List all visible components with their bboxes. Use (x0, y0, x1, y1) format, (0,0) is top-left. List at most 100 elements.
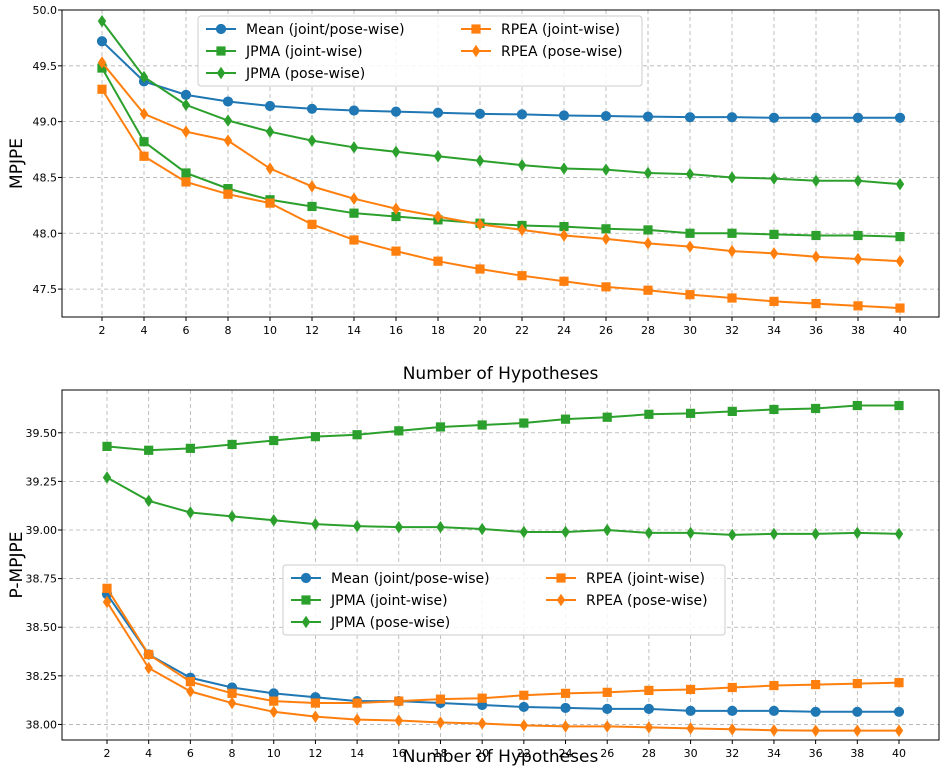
series-jpma-joint-wise (97, 63, 905, 242)
data-point (474, 108, 486, 119)
x-tick-label: 4 (145, 747, 152, 760)
data-point (894, 724, 904, 737)
data-point (644, 721, 654, 734)
data-point (307, 219, 317, 229)
x-tick-label: 38 (850, 747, 864, 760)
data-point (560, 414, 571, 424)
x-tick-label: 22 (515, 324, 529, 337)
data-point (519, 418, 529, 428)
data-point (475, 218, 485, 231)
data-point (307, 180, 317, 193)
data-point (811, 250, 821, 263)
legend-item-mean-joint-pose-wise: Mean (joint/pose-wise) (206, 22, 405, 38)
y-axis-label: P-MPJPE (7, 532, 27, 599)
data-point (352, 519, 362, 533)
data-point (811, 174, 821, 188)
legend-item-mean-joint-pose-wise: Mean (joint/pose-wise) (291, 571, 490, 587)
data-point (349, 141, 359, 154)
data-point (475, 154, 485, 167)
data-point (227, 439, 237, 450)
data-point (139, 70, 149, 84)
data-point (97, 56, 107, 69)
data-point (726, 112, 738, 123)
data-point (643, 703, 654, 714)
series-rpea-pose-wise (97, 56, 905, 268)
legend-box (282, 564, 726, 636)
data-point (769, 724, 779, 737)
plot-frame (61, 389, 940, 741)
y-tick-label: 38.25 (26, 670, 58, 683)
data-point (895, 232, 905, 242)
legend-label: RPEA (pose-wise) (586, 593, 708, 609)
legend-marker (301, 595, 311, 605)
y-tick-label: 38.75 (26, 573, 58, 586)
legend-box (197, 15, 643, 87)
data-point (394, 520, 403, 534)
legend-marker (556, 573, 566, 583)
data-point (265, 125, 275, 138)
series-rpea-pose-wise (102, 595, 904, 737)
y-tick-label: 47.5 (33, 283, 58, 296)
x-tick-label: 32 (725, 747, 739, 760)
x-tick-label: 14 (347, 324, 361, 337)
data-point (811, 230, 821, 241)
y-tick-label: 49.0 (33, 116, 58, 129)
data-point (769, 172, 779, 185)
data-point (227, 696, 237, 710)
legend-label: RPEA (joint-wise) (501, 22, 620, 38)
x-tick-label: 4 (141, 324, 148, 337)
data-point (269, 435, 279, 446)
data-point (348, 105, 360, 116)
data-point (144, 494, 153, 508)
legend-label: JPMA (pose-wise) (330, 615, 450, 631)
x-tick-label: 30 (683, 324, 697, 337)
series-line (106, 587, 900, 705)
data-point (517, 223, 527, 237)
series-line (101, 20, 901, 186)
data-point (181, 177, 191, 187)
series-line (101, 40, 900, 119)
series-rpea-joint-wise (102, 583, 904, 708)
series-line (106, 593, 899, 713)
data-point (517, 271, 527, 281)
data-point (727, 244, 737, 258)
x-tick-label: 10 (263, 324, 277, 337)
data-point (894, 400, 904, 411)
data-point (102, 471, 112, 484)
x-tick-label: 36 (809, 324, 823, 337)
data-point (853, 526, 862, 540)
data-point (306, 103, 318, 114)
data-point (811, 299, 821, 309)
x-tick-label: 40 (892, 747, 906, 760)
x-axis-label: Number of Hypotheses (403, 364, 599, 384)
data-point (685, 290, 695, 300)
x-tick-label: 26 (600, 747, 614, 760)
data-point (139, 151, 149, 161)
data-point (223, 134, 233, 147)
x-tick-label: 28 (641, 324, 655, 337)
data-point (435, 422, 446, 432)
data-point (517, 158, 527, 172)
data-point (727, 682, 737, 693)
data-point (185, 443, 195, 453)
x-tick-label: 10 (267, 747, 281, 760)
series-line (106, 404, 899, 452)
legend-label: JPMA (pose-wise) (245, 66, 365, 82)
legend-label: RPEA (joint-wise) (586, 571, 705, 587)
data-point (102, 595, 112, 609)
data-point (644, 526, 654, 540)
data-point (601, 224, 611, 234)
x-tick-label: 8 (229, 747, 236, 760)
data-point (727, 705, 738, 716)
data-point (310, 698, 321, 708)
data-point (853, 174, 863, 188)
data-point (186, 685, 195, 698)
data-point (181, 125, 191, 138)
data-point (96, 36, 108, 47)
legend-marker (216, 66, 226, 80)
data-point (391, 246, 401, 256)
data-point (600, 110, 612, 122)
data-point (435, 694, 446, 704)
data-point (558, 110, 570, 121)
